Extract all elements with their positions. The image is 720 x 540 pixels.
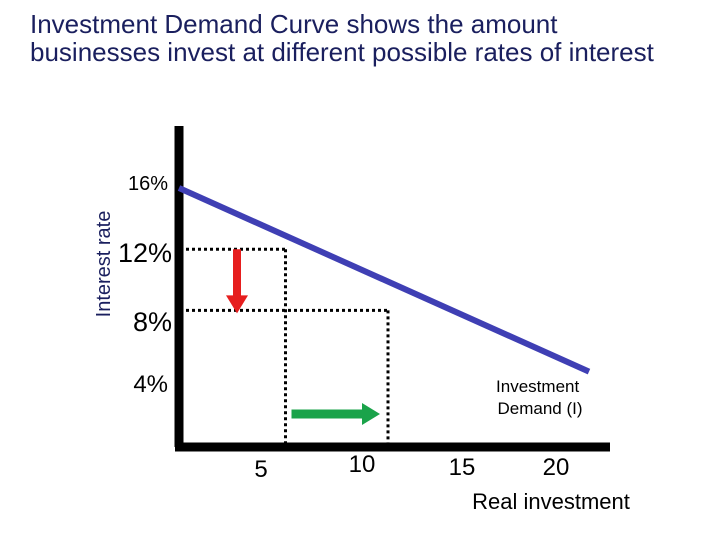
chart-title: Investment Demand Curve shows the amount… <box>30 9 654 67</box>
series-label-line-1: Investment <box>496 377 579 396</box>
demand-curve-line <box>177 185 591 375</box>
x-tick-10: 10 <box>349 451 376 478</box>
x-tick-15: 15 <box>449 454 476 481</box>
series-label: Investment Demand (I) <box>496 377 584 418</box>
y-tick-4: 4% <box>133 371 168 398</box>
y-tick-16: 16% <box>128 173 168 195</box>
x-axis-label: Real investment <box>472 489 630 514</box>
series-label-line-2: Demand (I) <box>497 399 582 418</box>
x-tick-20: 20 <box>543 454 570 481</box>
arrow-down-head <box>226 295 248 314</box>
arrows-group <box>226 249 380 425</box>
y-axis-label: Interest rate <box>93 211 115 318</box>
y-tick-8: 8% <box>133 307 172 337</box>
arrow-right-head <box>362 403 380 425</box>
y-tick-12: 12% <box>118 238 172 268</box>
series-group <box>177 185 591 375</box>
x-tick-5: 5 <box>254 456 267 483</box>
